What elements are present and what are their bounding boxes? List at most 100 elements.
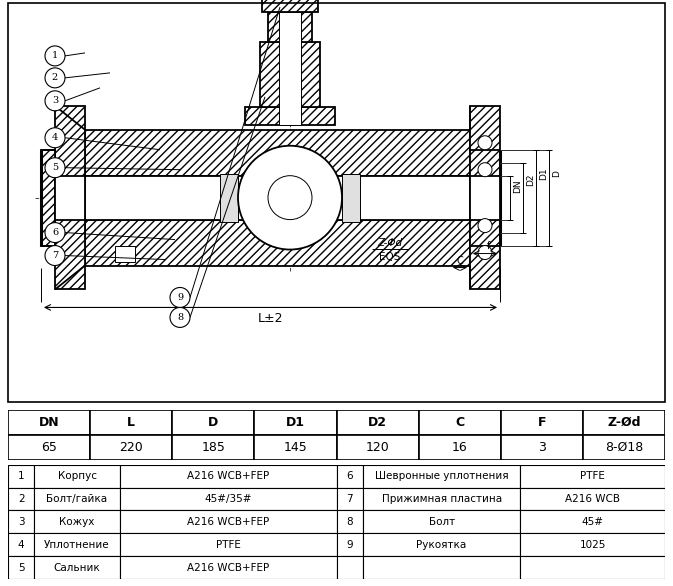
Circle shape	[45, 46, 65, 66]
Bar	[172, 435, 254, 460]
Text: 185: 185	[201, 441, 225, 454]
Circle shape	[45, 128, 65, 148]
Bar	[8, 410, 90, 435]
Text: 1: 1	[18, 471, 24, 481]
Bar	[34, 510, 120, 533]
Bar	[34, 533, 120, 556]
Text: 120: 120	[365, 441, 390, 454]
Bar	[41, 150, 55, 246]
Circle shape	[268, 176, 312, 220]
Bar	[8, 435, 90, 460]
Text: 3: 3	[538, 441, 546, 454]
Bar	[85, 220, 470, 265]
Circle shape	[45, 91, 65, 111]
Bar	[85, 176, 470, 220]
Text: C: C	[456, 255, 464, 265]
Text: 4: 4	[52, 133, 58, 142]
Bar	[120, 488, 336, 510]
Text: Корпус: Корпус	[58, 471, 96, 481]
Text: D1: D1	[539, 168, 548, 180]
Bar	[34, 465, 120, 488]
Bar	[336, 556, 363, 579]
Text: C: C	[455, 416, 464, 429]
Text: 3: 3	[18, 517, 24, 527]
Bar	[172, 410, 254, 435]
Bar	[470, 106, 500, 289]
Circle shape	[478, 219, 492, 233]
Text: 16: 16	[452, 441, 468, 454]
Bar	[520, 556, 665, 579]
Circle shape	[170, 308, 190, 328]
Bar	[583, 410, 665, 435]
Bar	[520, 488, 665, 510]
Bar	[245, 107, 335, 125]
Text: Уплотнение: Уплотнение	[44, 540, 110, 550]
Text: Прижимная пластина: Прижимная пластина	[382, 494, 501, 504]
Text: F: F	[538, 416, 546, 429]
Text: A216 WCB+FEP: A216 WCB+FEP	[187, 517, 269, 527]
Circle shape	[45, 246, 65, 265]
Circle shape	[45, 158, 65, 178]
Bar	[90, 410, 172, 435]
Text: 1025: 1025	[579, 540, 606, 550]
Bar	[363, 465, 520, 488]
Text: Z-Φd: Z-Φd	[378, 237, 402, 247]
Text: 145: 145	[283, 441, 308, 454]
Bar	[419, 410, 501, 435]
Text: 45#/35#: 45#/35#	[205, 494, 252, 504]
Text: A216 WCB+FEP: A216 WCB+FEP	[187, 563, 269, 573]
Text: 7: 7	[52, 251, 58, 260]
Text: 7: 7	[347, 494, 353, 504]
Bar	[583, 435, 665, 460]
Text: 5: 5	[52, 163, 58, 172]
Text: 8: 8	[347, 517, 353, 527]
Text: Кожух: Кожух	[59, 517, 95, 527]
Text: Болт/гайка: Болт/гайка	[46, 494, 108, 504]
Bar	[262, 0, 318, 12]
Bar	[336, 488, 363, 510]
Text: 3: 3	[52, 96, 58, 105]
Bar	[501, 410, 583, 435]
Text: 2: 2	[52, 73, 58, 83]
Bar	[501, 435, 583, 460]
Text: L: L	[127, 416, 135, 429]
Text: Z-Ød: Z-Ød	[607, 416, 641, 429]
Text: 9: 9	[177, 293, 183, 302]
Text: EQS: EQS	[380, 251, 400, 261]
Bar	[279, 12, 301, 125]
Bar	[260, 42, 320, 107]
Bar	[8, 488, 34, 510]
Text: DN: DN	[513, 180, 522, 193]
Text: A216 WCB: A216 WCB	[565, 494, 621, 504]
Bar	[8, 465, 34, 488]
Bar	[470, 176, 500, 220]
Text: 220: 220	[119, 441, 143, 454]
Text: f: f	[487, 240, 491, 251]
Text: D2: D2	[368, 416, 387, 429]
Bar	[363, 533, 520, 556]
Bar	[120, 556, 336, 579]
Bar	[336, 465, 363, 488]
Bar	[268, 12, 312, 42]
Text: Болт: Болт	[429, 517, 455, 527]
Circle shape	[238, 146, 342, 250]
Bar	[363, 488, 520, 510]
Bar	[220, 173, 238, 222]
Text: D1: D1	[286, 416, 305, 429]
Text: Рукоятка: Рукоятка	[417, 540, 466, 550]
Text: 6: 6	[347, 471, 353, 481]
Text: L±2: L±2	[258, 312, 283, 325]
Text: Сальник: Сальник	[54, 563, 100, 573]
Text: 5: 5	[18, 563, 24, 573]
Bar	[85, 130, 470, 176]
Text: A216 WCB+FEP: A216 WCB+FEP	[187, 471, 269, 481]
Bar	[8, 556, 34, 579]
Text: 8-Ø18: 8-Ø18	[605, 441, 643, 454]
Bar	[363, 556, 520, 579]
Bar	[55, 176, 85, 220]
Bar	[90, 435, 172, 460]
Bar	[8, 510, 34, 533]
Text: D: D	[208, 416, 219, 429]
Bar	[336, 435, 419, 460]
Bar	[120, 510, 336, 533]
